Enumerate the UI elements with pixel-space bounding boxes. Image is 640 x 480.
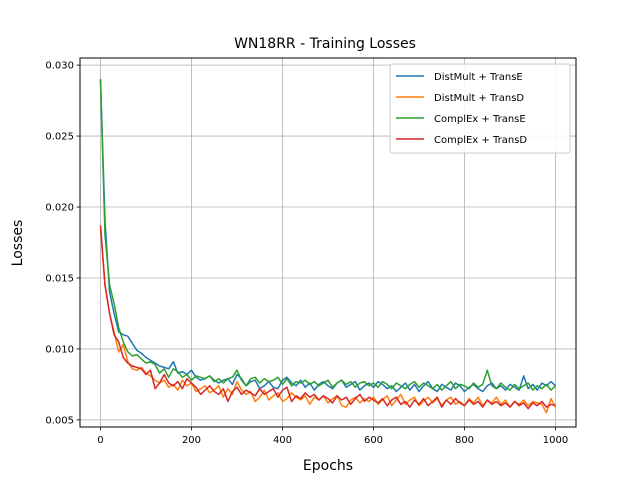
series-line-3	[99, 79, 557, 391]
x-tick-label: 400	[273, 435, 292, 446]
y-axis: 0.005 0.010 0.015 0.020 0.025 0.030	[45, 61, 80, 426]
x-tick-label: 1000	[543, 435, 568, 446]
y-axis-title: Losses	[10, 220, 26, 267]
legend-label: DistMult + TransD	[434, 93, 524, 104]
y-tick-label: 0.015	[45, 273, 74, 284]
series-layer	[99, 79, 557, 414]
x-tick-label: 800	[455, 435, 474, 446]
x-tick-label: 200	[182, 435, 201, 446]
legend-box	[389, 63, 571, 154]
series-line-4	[99, 225, 556, 410]
y-tick-label: 0.025	[45, 132, 74, 143]
y-tick-label: 0.005	[45, 415, 74, 426]
y-tick-label: 0.010	[45, 344, 74, 355]
series-line-2	[99, 228, 557, 414]
legend: DistMult + TransE DistMult + TransD ComplE…	[389, 63, 571, 154]
x-axis: 0 200 400 600 800 1000	[97, 427, 568, 446]
series-line-1	[99, 79, 557, 393]
x-axis-title: Epochs	[303, 458, 353, 474]
y-tick-label: 0.030	[45, 61, 74, 72]
x-tick-label: 600	[364, 435, 383, 446]
legend-label: DistMult + TransE	[434, 72, 523, 83]
chart-title: WN18RR - Training Losses	[234, 36, 416, 52]
legend-label: ComplEx + TransD	[434, 135, 527, 146]
y-tick-label: 0.020	[45, 203, 74, 214]
plot-area-frame	[79, 57, 577, 428]
legend-label: ComplEx + TransE	[434, 114, 526, 125]
x-tick-label: 0	[97, 435, 103, 446]
